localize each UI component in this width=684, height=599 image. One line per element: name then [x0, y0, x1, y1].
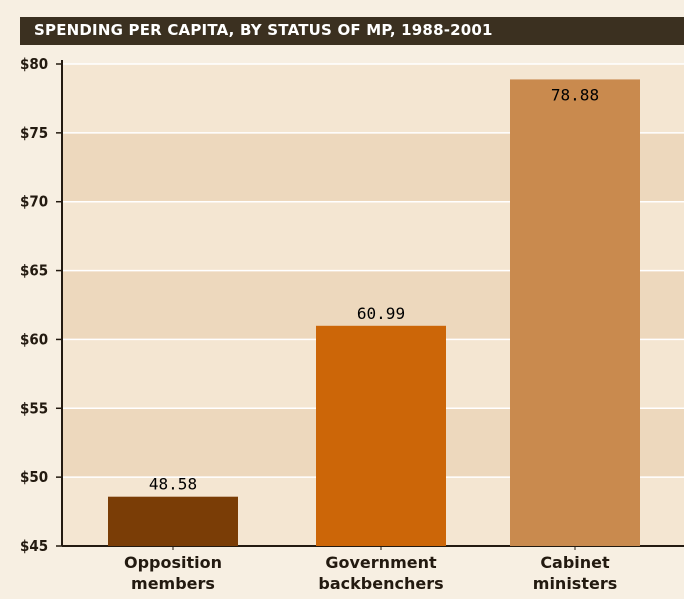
y-tick-label: $80 — [20, 55, 48, 73]
bar — [108, 496, 238, 546]
x-tick-label: ministers — [533, 574, 617, 593]
data-label: 60.99 — [357, 304, 405, 323]
y-tick-label: $65 — [20, 262, 48, 280]
x-tick-label: Opposition — [124, 553, 222, 572]
data-label: 78.88 — [551, 85, 599, 104]
y-tick-label: $75 — [20, 124, 48, 142]
chart-title-bar: SPENDING PER CAPITA, BY STATUS OF MP, 19… — [20, 17, 684, 45]
bar — [316, 325, 446, 546]
x-tick-label: backbenchers — [318, 574, 443, 593]
x-tick-label: Cabinet — [540, 553, 610, 572]
x-tick-label: Government — [325, 553, 437, 572]
data-label: 48.58 — [149, 475, 197, 494]
bar — [510, 79, 640, 546]
y-tick-label: $45 — [20, 537, 48, 555]
y-tick-label: $60 — [20, 330, 48, 348]
chart-title: SPENDING PER CAPITA, BY STATUS OF MP, 19… — [34, 21, 493, 39]
x-tick-label: members — [131, 574, 215, 593]
y-tick-label: $70 — [20, 193, 48, 211]
y-tick-label: $55 — [20, 399, 48, 417]
y-tick-label: $50 — [20, 468, 48, 486]
